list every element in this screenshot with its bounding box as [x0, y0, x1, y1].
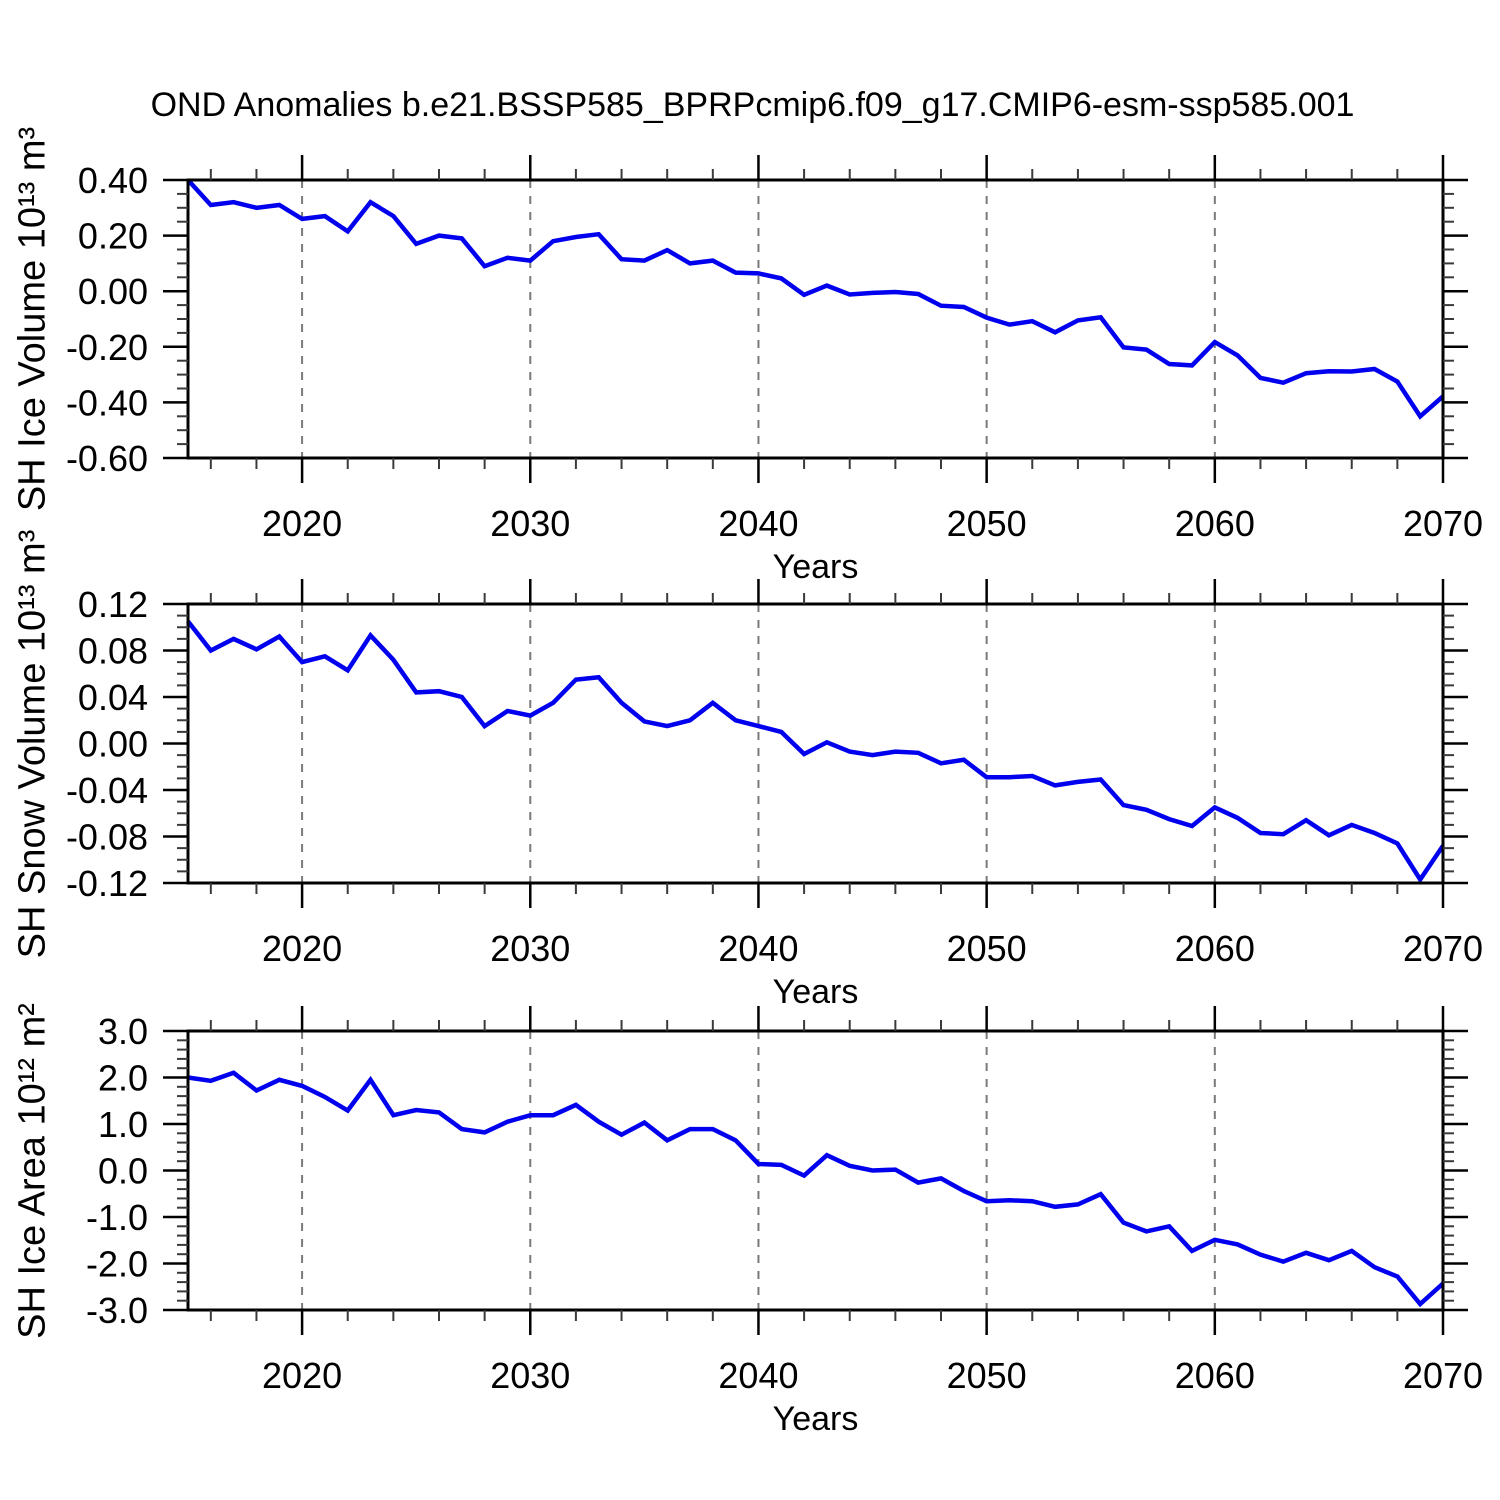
x-tick-label: 2040: [718, 503, 798, 544]
y-tick-label: 0.40: [78, 160, 148, 201]
sh-ice-area-series-line: [187, 1070, 1445, 1308]
x-tick-label: 2060: [1175, 503, 1255, 544]
y-tick-label: -0.12: [66, 863, 148, 904]
y-tick-label: -0.40: [66, 382, 148, 423]
x-tick-label: 2070: [1403, 1355, 1483, 1396]
sh-snow-volume-series-line: [186, 620, 1445, 884]
x-tick-label: 2040: [718, 928, 798, 969]
x-tick-label: 2030: [490, 503, 570, 544]
sh-ice-volume-plot: 2020 2030 2040 2050 2060 2070 0.40 0.20 0.00 -0.2…: [66, 155, 1483, 544]
y-tick-label: -0.60: [66, 438, 148, 479]
x-tick-label: 2070: [1403, 928, 1483, 969]
x-axis-title-top: Years: [772, 548, 859, 586]
x-tick-label: 2020: [262, 928, 342, 969]
plot-frame: [186, 602, 1445, 885]
y-tick-label: 3.0: [98, 1011, 148, 1052]
x-tick-label: 2060: [1175, 1355, 1255, 1396]
y-tick-label: 1.0: [98, 1104, 148, 1145]
y-tick-label: 0.00: [78, 271, 148, 312]
x-tick-label: 2050: [947, 1355, 1027, 1396]
y-tick-label: 0.0: [98, 1151, 148, 1192]
x-tick-label: 2030: [490, 1355, 570, 1396]
y-tick-label: -0.04: [66, 770, 148, 811]
x-tick-label: 2020: [262, 1355, 342, 1396]
x-axis-title-bottom: Years: [772, 1400, 859, 1438]
x-tick-label: 2060: [1175, 928, 1255, 969]
y-tick-label: 0.12: [78, 584, 148, 625]
y-tick-label: 0.20: [78, 216, 148, 257]
y-tick-label: 2.0: [98, 1058, 148, 1099]
sh-ice-area-plot: 2020 2030 2040 2050 2060 2070 3.0 2.0 1.0 0.0 -1.0…: [86, 1006, 1483, 1396]
y-tick-label: -1.0: [86, 1197, 148, 1238]
y-tick-label: -0.08: [66, 817, 148, 858]
x-tick-label: 2070: [1403, 503, 1483, 544]
x-axis-title-middle: Years: [772, 973, 859, 1011]
x-tick-label: 2050: [947, 503, 1027, 544]
sh-ice-volume-series-line: [186, 178, 1445, 420]
plot-frame: [186, 178, 1445, 460]
chart-title: OND Anomalies b.e21.BSSP585_BPRPcmip6.f0…: [150, 86, 1355, 124]
x-tick-label: 2040: [718, 1355, 798, 1396]
x-tick-label: 2030: [490, 928, 570, 969]
y-tick-label: -2.0: [86, 1244, 148, 1285]
y-tick-label: -3.0: [86, 1290, 148, 1331]
x-tick-label: 2020: [262, 503, 342, 544]
y-tick-label: 0.00: [78, 724, 148, 765]
y-tick-label: 0.04: [78, 677, 148, 718]
sh-snow-volume-plot: 2020 2030 2040 2050 2060 2070 0.12 0.08 0.04 0.00…: [66, 579, 1483, 969]
y-tick-label: -0.20: [66, 327, 148, 368]
plot-frame: [186, 1029, 1445, 1312]
y-tick-label: 0.08: [78, 631, 148, 672]
x-tick-label: 2050: [947, 928, 1027, 969]
